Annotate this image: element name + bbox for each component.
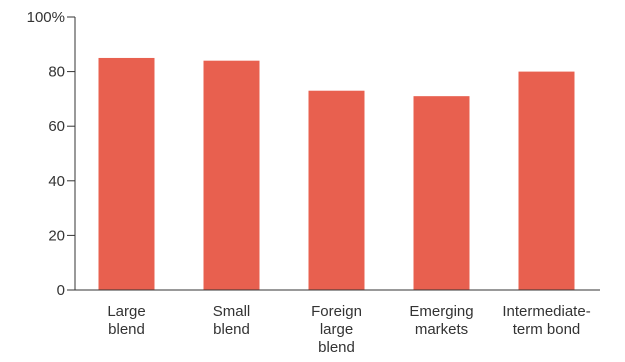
category-label: Intermediate-term bond bbox=[502, 303, 590, 338]
y-tick-label: 100% bbox=[27, 9, 65, 26]
category-label: Foreign large blend bbox=[311, 303, 362, 356]
bar bbox=[518, 71, 575, 290]
y-tick-label: 0 bbox=[57, 282, 65, 299]
category-label: Emerging markets bbox=[409, 303, 473, 338]
bars bbox=[98, 57, 575, 291]
y-axis: 0 20 40 60 80 100% bbox=[27, 9, 76, 299]
category-label: Small blend bbox=[213, 303, 251, 338]
category-label-line: Small bbox=[213, 303, 251, 320]
category-label-line: blend bbox=[318, 339, 355, 356]
category-label-line: Emerging bbox=[409, 303, 473, 320]
category-label-line: large bbox=[320, 321, 353, 338]
category-label-line: Foreign bbox=[311, 303, 362, 320]
category-label-line: blend bbox=[108, 321, 145, 338]
y-tick-label: 40 bbox=[48, 173, 65, 190]
category-label-line: Large bbox=[107, 303, 145, 320]
bar bbox=[413, 96, 470, 290]
category-label-line: Intermediate- bbox=[502, 303, 590, 320]
bar bbox=[203, 60, 260, 291]
bar bbox=[308, 90, 365, 291]
category-label: Large blend bbox=[107, 303, 145, 338]
category-label-line: markets bbox=[415, 321, 468, 338]
y-tick-label: 60 bbox=[48, 118, 65, 135]
bar bbox=[98, 57, 155, 291]
category-label-line: term bond bbox=[513, 321, 581, 338]
y-tick-label: 20 bbox=[48, 227, 65, 244]
category-label-line: blend bbox=[213, 321, 250, 338]
y-tick-label: 80 bbox=[48, 64, 65, 81]
